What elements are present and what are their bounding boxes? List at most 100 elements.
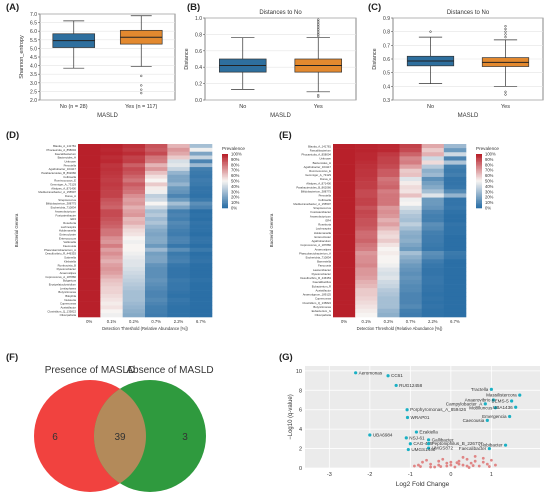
significant-point (426, 438, 431, 442)
heatmap-cell-e (443, 304, 467, 310)
heatmap-cell-e (443, 296, 467, 301)
legend-gradient-e (476, 203, 482, 206)
heatmap-cell-e (443, 156, 467, 161)
heatmap-cell-d (145, 247, 168, 252)
legend-gradient-d (222, 168, 228, 171)
heatmap-cell-d (167, 147, 190, 152)
heatmap-cell-e (421, 209, 445, 215)
genus-label-e: Fusicatenibacter (310, 210, 331, 214)
legend-gradient-e (476, 170, 482, 172)
genus-label-e: Agathobaculum (312, 239, 332, 243)
nonsignificant-point (469, 461, 473, 465)
point-label: Gallibacter (432, 437, 454, 442)
heatmap-cell-e (421, 312, 445, 318)
y-axis-label-c: Distance (372, 48, 378, 69)
heatmap-cell-d (189, 190, 213, 195)
heatmap-cell-d (167, 213, 190, 218)
heatmap-cell-d (78, 313, 101, 318)
heatmap-cell-d (78, 263, 101, 268)
point-label: UMGS1440 (411, 447, 435, 452)
heatmap-cell-e (399, 242, 422, 248)
heatmap-cell-d (189, 309, 213, 314)
genus-label-d: Bifidobacterium_388775 (46, 202, 77, 206)
heatmap-cell-e (333, 288, 356, 293)
heatmap-cell-e (377, 164, 400, 170)
heatmap-cell-d (167, 155, 190, 160)
heatmap-cell-d (145, 240, 168, 245)
heatmap-cell-e (443, 189, 467, 194)
heatmap-cell-e (333, 271, 356, 277)
heatmap-cell-e (443, 238, 467, 244)
heatmap-cell-d (145, 263, 168, 268)
nonsignificant-point (429, 462, 433, 466)
nonsignificant-point (465, 457, 469, 461)
outlier-point-c (504, 30, 507, 33)
significant-point (394, 383, 398, 388)
heatmap-cell-e (377, 209, 400, 215)
legend-tick-e: 60% (485, 173, 494, 178)
heatmap-cell-d (145, 170, 168, 176)
legend-gradient-d (222, 162, 228, 164)
legend-gradient-d (222, 170, 228, 172)
heatmap-cell-e (333, 275, 356, 281)
heatmap-cell-d (167, 220, 190, 226)
heatmap-cell-e (421, 156, 445, 161)
nonsignificant-point (433, 465, 437, 469)
heatmap-cell-e (399, 144, 422, 149)
outlier-point-b (317, 95, 320, 98)
heatmap-cell-e (377, 263, 400, 268)
xtick-label-c: No (427, 104, 434, 110)
heatmap-cell-d (100, 255, 123, 260)
nonsignificant-point (481, 456, 485, 460)
heatmap-cell-e (355, 312, 378, 318)
significant-point (491, 398, 496, 402)
heatmap-cell-e (399, 312, 422, 318)
heatmap-cell-d (78, 236, 101, 241)
significant-point (514, 405, 518, 409)
heatmap-cell-e (443, 263, 467, 268)
heatmap-cell-e (443, 255, 467, 260)
nonsignificant-point (445, 461, 449, 465)
legend-tick-d: 30% (231, 189, 240, 194)
legend-tick-e: 50% (485, 179, 494, 184)
heatmap-cell-e (355, 246, 378, 252)
heatmap-cell-d (78, 155, 101, 160)
heatmap-cell-d (145, 259, 168, 264)
heatmap-cell-e (399, 152, 422, 157)
heatmap-cell-d (145, 163, 168, 168)
heatmap-cell-e (443, 288, 467, 293)
genus-label-e: Phocaeicola_A_858004 (301, 153, 331, 157)
heatmap-cell-d (167, 186, 190, 191)
legend-gradient-e (476, 162, 482, 164)
point-label: RUG12458 (399, 383, 422, 388)
panel-label-e: (E) (279, 130, 292, 141)
threshold-label-e: 0.7% (406, 319, 416, 324)
legend-gradient-e (476, 175, 482, 178)
heatmap-cell-d (100, 232, 123, 237)
heatmap-cell-d (122, 270, 146, 276)
genus-label-e: Dysosmobacter (312, 272, 331, 276)
legend-gradient-e (476, 156, 482, 159)
heatmap-cell-e (377, 304, 400, 310)
heatmap-cell-e (399, 292, 422, 297)
heatmap-cell-d (78, 159, 101, 164)
heatmap-cell-d (167, 182, 190, 187)
point-label: Ezakiella (419, 430, 438, 435)
heatmap-cell-e (421, 251, 445, 256)
heatmap-cell-e (443, 193, 467, 198)
heatmap-cell-d (100, 193, 123, 199)
heatmap-cell-d (167, 301, 190, 306)
heatmap-cell-d (100, 247, 123, 252)
heatmap-cell-d (167, 286, 190, 291)
genus-label-d: Oliverpabstia (60, 313, 77, 317)
genus-label-d: Parabacteroides_B_862066 (41, 171, 76, 175)
heatmap-cell-d (100, 290, 123, 295)
heatmap-cell-e (333, 144, 356, 149)
heatmap-cell-d (78, 190, 101, 195)
heatmap-cell-d (78, 186, 101, 191)
heatmap-cell-d (100, 259, 123, 264)
heatmap-cell-d (145, 243, 168, 249)
heatmap-cell-e (333, 185, 356, 190)
heatmap-cell-d (100, 182, 123, 187)
genus-label-e: Lawsonibacter (313, 268, 331, 272)
